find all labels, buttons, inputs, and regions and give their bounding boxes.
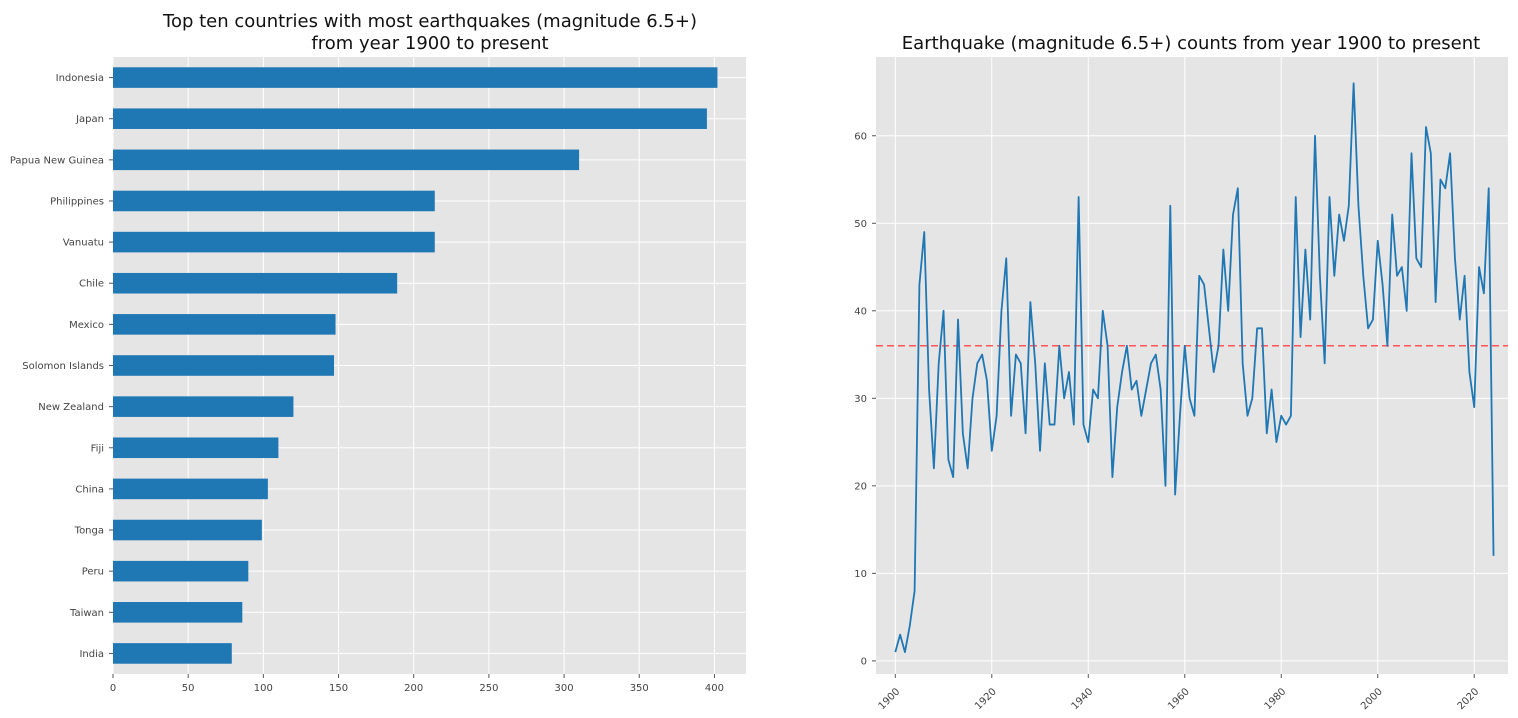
bar-y-tick-label: China — [75, 484, 104, 495]
bar — [113, 355, 335, 376]
bar-y-tick-label: Indonesia — [56, 73, 104, 84]
bar — [113, 437, 279, 459]
line-x-tick-label: 1980 — [1263, 686, 1289, 712]
bar — [113, 149, 580, 171]
bar-chart-title-line1: Top ten countries with most earthquakes … — [162, 11, 697, 32]
line-x-tick-label: 2000 — [1359, 686, 1385, 712]
line-x-tick-label: 2020 — [1456, 686, 1482, 712]
bar-chart: Top ten countries with most earthquakes … — [10, 11, 746, 694]
bar — [113, 478, 268, 500]
bar-y-tick-label: Vanuatu — [63, 238, 104, 249]
line-x-tick-label: 1900 — [877, 686, 903, 712]
bar-y-tick-label: Philippines — [50, 196, 104, 207]
bar-x-tick-label: 300 — [555, 683, 574, 694]
bar-y-tick-label: Taiwan — [69, 608, 104, 619]
bar — [113, 314, 336, 335]
bar — [113, 396, 294, 417]
bar-x-tick-label: 350 — [630, 683, 649, 694]
bar — [113, 643, 232, 664]
line-x-tick-label: 1960 — [1166, 686, 1192, 712]
bar — [113, 560, 249, 582]
line-x-tick-labels: 1900 1920 1940 1960 1980 2000 2020 — [877, 674, 1482, 712]
bar-marks — [113, 67, 718, 664]
line-x-tick-label: 1940 — [1070, 686, 1096, 712]
line-plot-area — [876, 57, 1508, 674]
bar — [113, 272, 398, 294]
line-y-tick-label: 20 — [854, 481, 867, 492]
bar-y-tick-label: Papua New Guinea — [10, 155, 104, 166]
bar-y-tick-label: Fiji — [91, 443, 104, 454]
bar-y-tick-label: Peru — [82, 567, 104, 578]
bar-chart-title-line2: from year 1900 to present — [311, 33, 548, 54]
line-y-tick-label: 30 — [854, 394, 867, 405]
bar — [113, 231, 435, 253]
line-y-tick-label: 60 — [854, 131, 867, 142]
line-chart: Earthquake (magnitude 6.5+) counts from … — [854, 33, 1508, 712]
line-y-tick-label: 50 — [854, 219, 867, 230]
line-y-tick-labels: 0 10 20 30 40 50 60 — [854, 131, 876, 667]
bar — [113, 190, 435, 212]
bar-y-tick-labels: Indonesia Japan Papua New Guinea Philippine… — [10, 73, 113, 660]
bar — [113, 519, 262, 541]
bar-x-tick-label: 50 — [182, 683, 195, 694]
line-y-tick-label: 10 — [854, 569, 867, 580]
bar-x-tick-labels: 0 50 100 150 200 250 300 350 400 — [110, 674, 724, 694]
bar-x-tick-label: 100 — [254, 683, 273, 694]
line-grid — [876, 57, 1508, 674]
bar-y-tick-label: Tonga — [74, 526, 104, 537]
bar — [113, 108, 707, 129]
bar-x-tick-label: 400 — [705, 683, 724, 694]
bar-y-tick-label: Solomon Islands — [22, 361, 104, 372]
bar-x-tick-label: 150 — [329, 683, 348, 694]
bar — [113, 602, 243, 623]
bar-y-tick-label: Japan — [75, 114, 104, 125]
bar-y-tick-label: New Zealand — [38, 402, 104, 413]
line-chart-title: Earthquake (magnitude 6.5+) counts from … — [902, 33, 1480, 54]
line-points — [895, 83, 1494, 653]
bar-x-tick-label: 0 — [110, 683, 116, 694]
line-y-tick-label: 0 — [861, 656, 867, 667]
bar-x-tick-label: 250 — [479, 683, 498, 694]
bar-x-tick-label: 200 — [404, 683, 423, 694]
line-y-tick-label: 40 — [854, 306, 867, 317]
bar-y-tick-label: India — [79, 649, 104, 660]
bar — [113, 67, 718, 88]
bar-y-tick-label: Mexico — [69, 320, 104, 331]
line-x-tick-label: 1920 — [973, 686, 999, 712]
bar-y-tick-label: Chile — [79, 279, 104, 290]
